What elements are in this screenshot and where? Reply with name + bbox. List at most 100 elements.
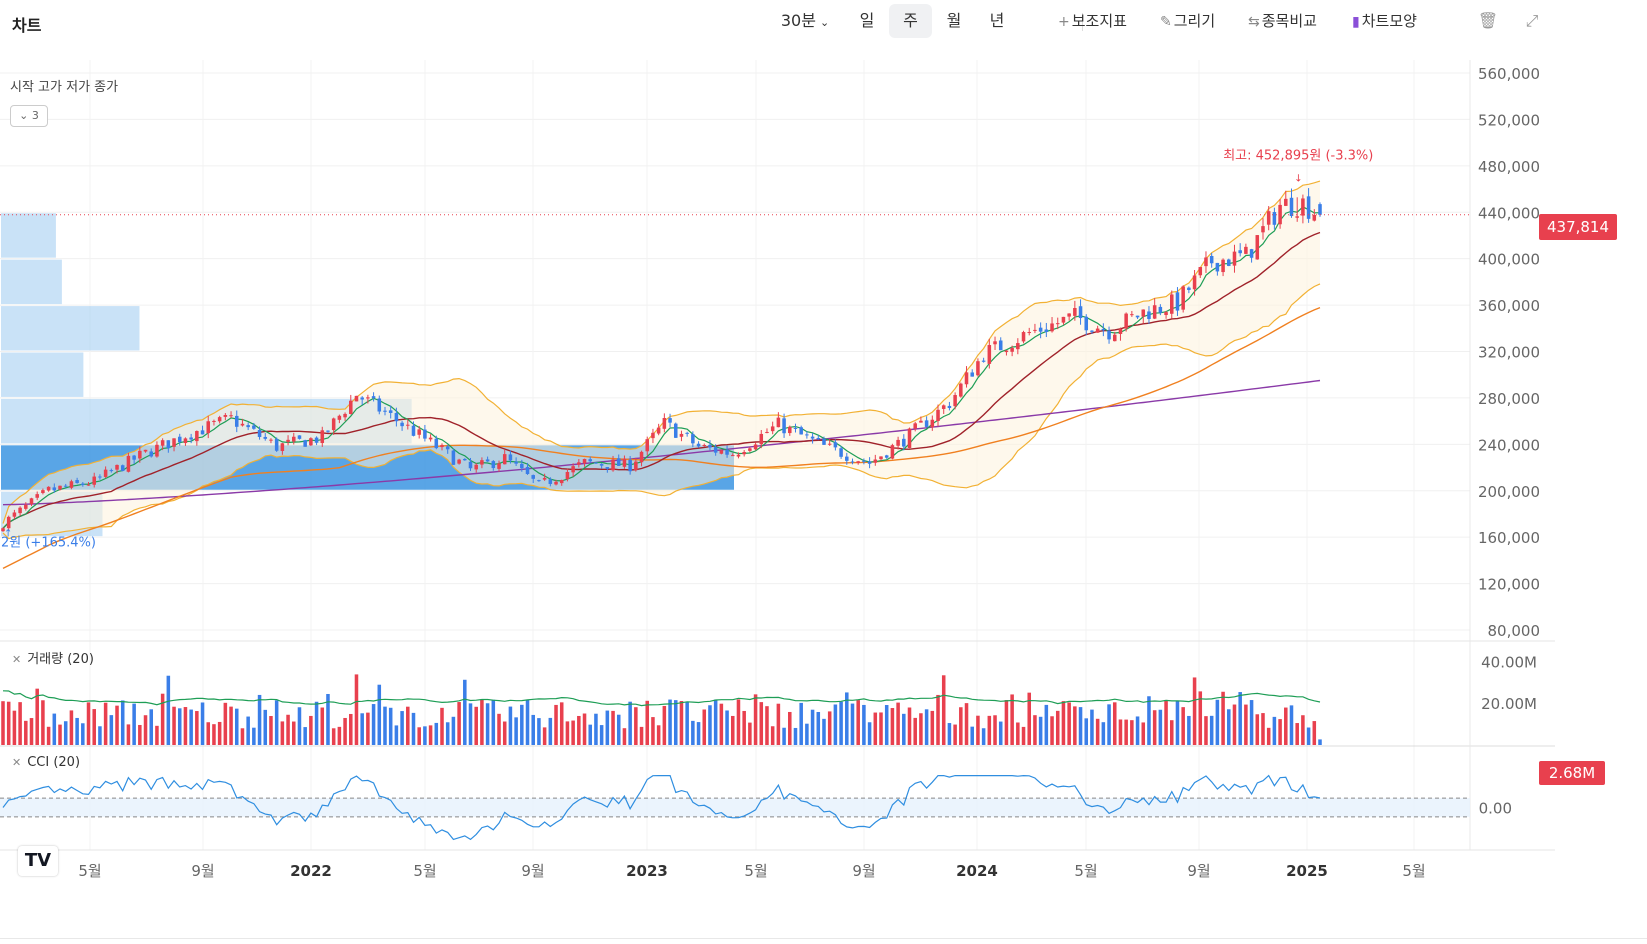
volume-bar bbox=[35, 688, 39, 745]
volume-bar bbox=[115, 705, 119, 745]
candle-body bbox=[970, 372, 974, 377]
candle-body bbox=[685, 432, 689, 434]
volume-bar bbox=[924, 709, 929, 745]
period-tab-month[interactable]: 월 bbox=[946, 11, 962, 30]
candle-body bbox=[559, 480, 564, 484]
candle-body bbox=[702, 445, 707, 447]
close-icon[interactable]: ✕ bbox=[12, 653, 22, 666]
ma20-line bbox=[2, 231, 1321, 529]
volume-bar bbox=[1295, 723, 1299, 745]
bollinger-lower-line bbox=[2, 283, 1321, 540]
volume-bar bbox=[577, 715, 581, 745]
volume-bar bbox=[782, 727, 786, 745]
volume-bar bbox=[343, 717, 347, 745]
volume-tick-label: 40.00M bbox=[1481, 653, 1537, 671]
candle-body bbox=[360, 397, 364, 400]
price-tick-label: 120,000 bbox=[1478, 576, 1540, 594]
candle-body bbox=[879, 456, 883, 460]
expand-icon[interactable]: ⤢ bbox=[1525, 11, 1539, 30]
close-icon[interactable]: ✕ bbox=[12, 756, 22, 769]
volume-bar bbox=[599, 725, 604, 745]
volume-bar bbox=[18, 702, 22, 745]
x-tick-label: 9월 bbox=[852, 862, 875, 880]
candle-body bbox=[782, 418, 786, 434]
candle-body bbox=[35, 494, 39, 498]
candle-body bbox=[1238, 250, 1242, 254]
x-tick-label: 5월 bbox=[413, 862, 436, 880]
candle-body bbox=[1204, 257, 1208, 267]
candle-body bbox=[377, 398, 382, 412]
volume-bar bbox=[656, 725, 661, 745]
volume-bar bbox=[993, 715, 997, 745]
volume-bar bbox=[195, 711, 199, 745]
period-tab-week[interactable]: 주 bbox=[889, 4, 932, 38]
candle-body bbox=[805, 434, 809, 436]
volume-bar bbox=[29, 718, 34, 745]
volume-bar bbox=[616, 714, 621, 745]
candle-body bbox=[1135, 315, 1140, 318]
low-annotation: 2원 (+165.4%) bbox=[1, 535, 96, 550]
chart-style-button[interactable]: ▮ 차트모양 bbox=[1352, 12, 1417, 30]
candle-body bbox=[468, 461, 473, 469]
candle-body bbox=[206, 421, 211, 434]
candle-body bbox=[1004, 350, 1009, 353]
candle-body bbox=[92, 476, 96, 485]
draw-button[interactable]: ✎ 그리기 bbox=[1160, 12, 1216, 30]
price-tick-label: 160,000 bbox=[1478, 529, 1540, 547]
candle-body bbox=[1209, 255, 1214, 264]
volume-bar bbox=[827, 711, 832, 745]
volume-bar bbox=[326, 693, 330, 745]
candle-body bbox=[440, 445, 444, 448]
candle-body bbox=[936, 409, 940, 421]
candle-body bbox=[1261, 226, 1265, 233]
volume-bar bbox=[451, 716, 456, 745]
volume-bar bbox=[970, 726, 974, 745]
volume-bar bbox=[1033, 715, 1037, 745]
candle-body bbox=[177, 436, 182, 443]
candle-body bbox=[234, 415, 239, 427]
compare-button[interactable]: ⇆ 종목비교 bbox=[1248, 12, 1317, 30]
collapse-indicators-button[interactable]: ⌄ 3 bbox=[10, 105, 48, 127]
volume-bar bbox=[548, 717, 553, 745]
cci-label: ✕ CCI (20) bbox=[12, 755, 81, 770]
candle-body bbox=[120, 465, 125, 471]
candle-body bbox=[86, 484, 91, 486]
volume-bar bbox=[1055, 710, 1060, 745]
toolbar-divider bbox=[1082, 13, 1083, 31]
volume-bar bbox=[1238, 692, 1242, 745]
candle-body bbox=[662, 417, 667, 429]
candle-body bbox=[343, 413, 347, 418]
volume-bar bbox=[274, 700, 279, 745]
volume-bar bbox=[1164, 699, 1168, 745]
interval-dropdown[interactable]: 30분 ⌄ bbox=[780, 11, 830, 30]
candle-body bbox=[81, 483, 85, 485]
volume-bar bbox=[423, 726, 427, 745]
volume-profile-bar bbox=[1, 213, 56, 258]
volume-bar bbox=[206, 722, 211, 745]
candle-body bbox=[976, 361, 980, 376]
price-tick-label: 240,000 bbox=[1478, 436, 1540, 454]
chart-area[interactable]: 560,000 520,000 480,000 440,000 400,000 360,0… bbox=[0, 44, 1647, 944]
trash-icon[interactable]: 🗑 bbox=[1477, 11, 1499, 30]
candle-body bbox=[406, 424, 410, 426]
volume-bar bbox=[257, 694, 262, 745]
price-tick-label: 560,000 bbox=[1478, 65, 1540, 83]
candle-body bbox=[160, 440, 165, 446]
candle-body bbox=[1215, 262, 1220, 272]
candle-body bbox=[1016, 343, 1020, 350]
price-tick-label: 80,000 bbox=[1488, 622, 1541, 640]
volume-bar bbox=[126, 724, 131, 745]
candle-body bbox=[1169, 294, 1174, 314]
candle-body bbox=[1295, 216, 1299, 218]
volume-bar bbox=[1, 701, 5, 745]
volume-bar bbox=[702, 709, 707, 745]
period-tab-year[interactable]: 년 bbox=[989, 11, 1005, 30]
candle-body bbox=[132, 455, 136, 460]
candle-body bbox=[1232, 251, 1237, 266]
period-tab-day[interactable]: 일 bbox=[859, 11, 875, 30]
volume-bar bbox=[1095, 718, 1100, 745]
candle-body bbox=[41, 490, 45, 494]
indicator-button[interactable]: + 보조지표 bbox=[1058, 12, 1127, 30]
price-tick-label: 400,000 bbox=[1478, 251, 1540, 269]
price-tick-label: 360,000 bbox=[1478, 297, 1540, 315]
